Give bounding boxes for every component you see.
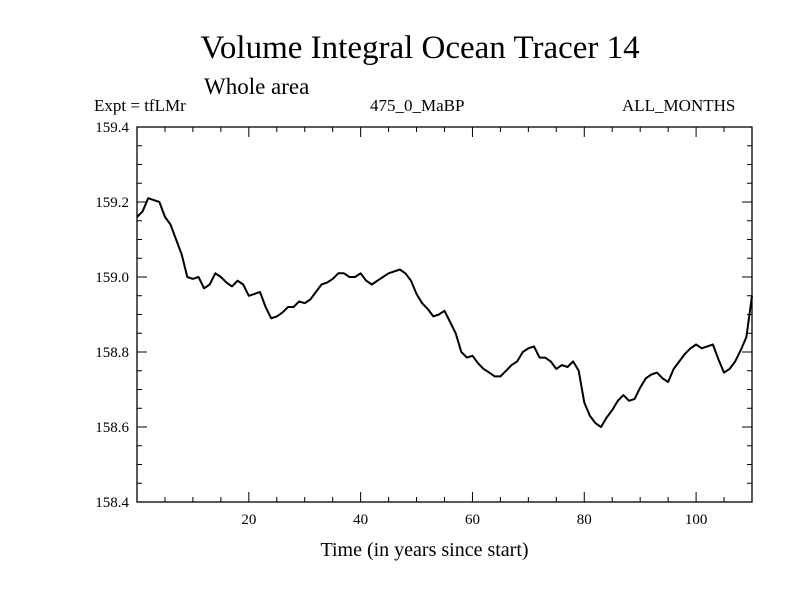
series-line <box>136 197 753 428</box>
y-tick-label: 158.6 <box>95 420 129 436</box>
y-tick-label: 158.8 <box>95 345 129 361</box>
x-tick-label: 100 <box>685 512 708 528</box>
y-tick-label: 159.4 <box>95 120 129 136</box>
x-tick-label: 20 <box>241 512 256 528</box>
x-tick-label: 60 <box>465 512 480 528</box>
tick-layer <box>136 126 753 503</box>
plot-frame <box>136 126 753 503</box>
period-label: 475_0_MaBP <box>370 96 465 115</box>
series-layer <box>136 197 753 428</box>
y-tick-label: 158.4 <box>95 495 129 511</box>
chart-title: Volume Integral Ocean Tracer 14 <box>200 30 640 66</box>
chart-subtitle: Whole area <box>204 74 310 99</box>
x-axis-label: Time (in years since start) <box>320 539 528 561</box>
x-tick-label: 40 <box>353 512 368 528</box>
y-tick-label: 159.2 <box>95 195 129 211</box>
y-tick-label: 159.0 <box>95 270 129 286</box>
x-tick-label: 80 <box>577 512 592 528</box>
tick-label-layer: 20 40 60 80 100 158.4 158.6 158.8 159.0 159.2 159.… <box>95 120 707 528</box>
experiment-label: Expt = tfLMr <box>94 96 186 115</box>
months-label: ALL_MONTHS <box>622 96 736 115</box>
